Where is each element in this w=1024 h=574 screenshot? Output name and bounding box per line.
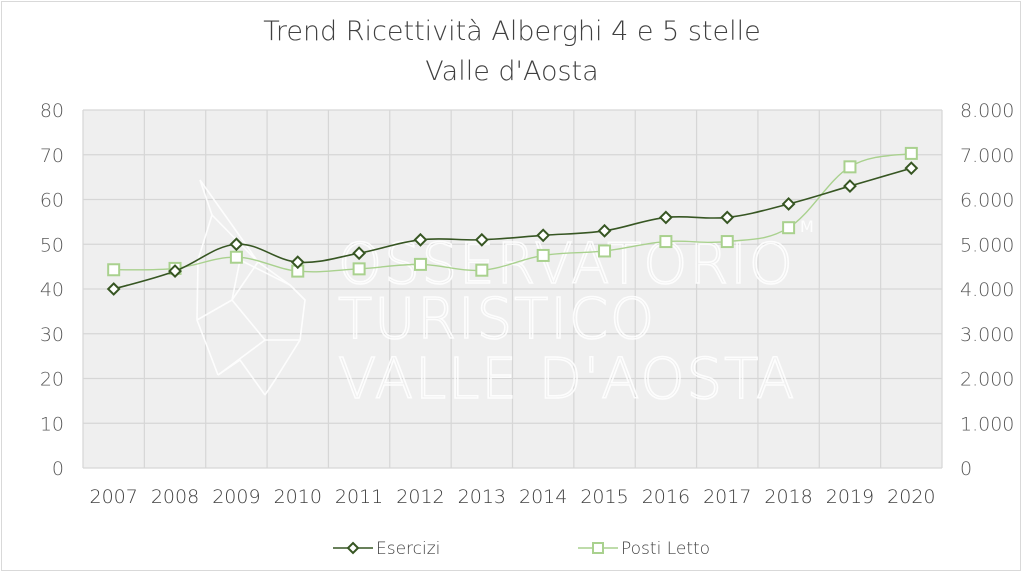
y-left-tick-label: 20 [40,369,64,391]
x-tick-label: 2015 [580,486,628,508]
data-point-diamond [352,246,367,261]
y-right-tick-label: 7.000 [960,145,1014,167]
watermark-logo-line [217,359,266,396]
y-right-tick-label: 5.000 [960,234,1014,256]
chart-title: Trend Ricettività Alberghi 4 e 5 stelle [263,16,761,47]
y-left-tick-label: 50 [40,234,64,256]
data-point-square [720,235,734,249]
data-point-square [843,160,857,174]
y-axis-left: 0 10 20 30 40 50 60 70 80 [40,100,64,480]
y-right-tick-label: 4.000 [960,279,1014,301]
y-left-tick-label: 10 [40,413,64,435]
data-point-diamond [597,223,612,238]
data-point-diamond [781,197,796,211]
y-left-tick-label: 70 [40,145,64,167]
series-esercizi [106,161,919,296]
legend-label: Esercizi [376,539,440,559]
y-right-tick-label: 8.000 [960,100,1014,122]
data-point-square [229,250,243,264]
data-point-square [536,248,550,262]
y-left-tick-label: 80 [40,100,64,122]
data-point-square [107,263,121,277]
watermark-text: VALLE D'AOSTA [338,347,796,412]
data-point-diamond [229,237,244,252]
x-tick-label: 2018 [764,486,812,508]
y-left-tick-label: 40 [40,279,64,301]
x-tick-label: 2017 [703,486,751,508]
x-tick-label: 2019 [826,486,874,508]
y-left-tick-label: 60 [40,190,64,212]
x-tick-label: 2010 [274,486,322,508]
legend-label: Posti Letto [621,539,710,559]
data-point-square [598,244,612,258]
data-point-square [659,235,673,249]
legend-marker-diamond [346,541,360,555]
x-tick-label: 2012 [396,486,444,508]
data-point-diamond [474,232,489,247]
data-point-diamond [536,228,551,243]
data-point-square [413,257,427,271]
data-point-diamond [290,255,305,270]
series-posti-letto [107,146,918,278]
watermark-text: TURISTICO [338,287,656,352]
x-tick-label: 2013 [458,486,506,508]
data-point-diamond [658,210,673,225]
data-point-diamond [904,161,919,176]
data-point-diamond [106,282,121,296]
watermark-logo-line [199,179,306,396]
data-point-diamond [413,232,428,247]
watermark-mark: M [800,217,814,236]
y-right-tick-label: 6.000 [960,190,1014,212]
x-tick-label: 2016 [642,486,690,508]
x-tick-label: 2020 [887,486,935,508]
data-point-square [352,262,366,276]
y-right-tick-label: 2.000 [960,369,1014,391]
y-axis-right: 0 1.000 2.000 3.000 4.000 5.000 6.000 7.000 8.00… [960,100,1014,480]
data-point-diamond [168,264,182,279]
x-tick-label: 2009 [212,486,260,508]
chart-subtitle: Valle d'Aosta [425,56,599,87]
series-group [106,146,919,296]
legend: Esercizi Posti Letto [333,539,710,559]
x-tick-label: 2007 [89,486,137,508]
data-point-square [475,263,489,277]
x-tick-label: 2008 [151,486,199,508]
data-point-diamond [720,210,735,225]
legend-marker-square [592,542,604,554]
x-axis: 2007 2008 2009 2010 2011 2012 2013 2014 2015 2016… [89,486,935,508]
data-point-square [782,221,796,235]
data-point-diamond [843,179,857,193]
y-left-tick-label: 30 [40,324,64,346]
data-point-square [904,146,918,160]
watermark-logo-line [196,214,259,321]
grid-lines [82,109,943,469]
y-right-tick-label: 0 [960,458,972,480]
x-tick-label: 2014 [519,486,567,508]
y-right-tick-label: 1.000 [960,413,1014,435]
y-left-tick-label: 0 [52,458,64,480]
y-right-tick-label: 3.000 [960,324,1014,346]
x-tick-label: 2011 [335,486,383,508]
